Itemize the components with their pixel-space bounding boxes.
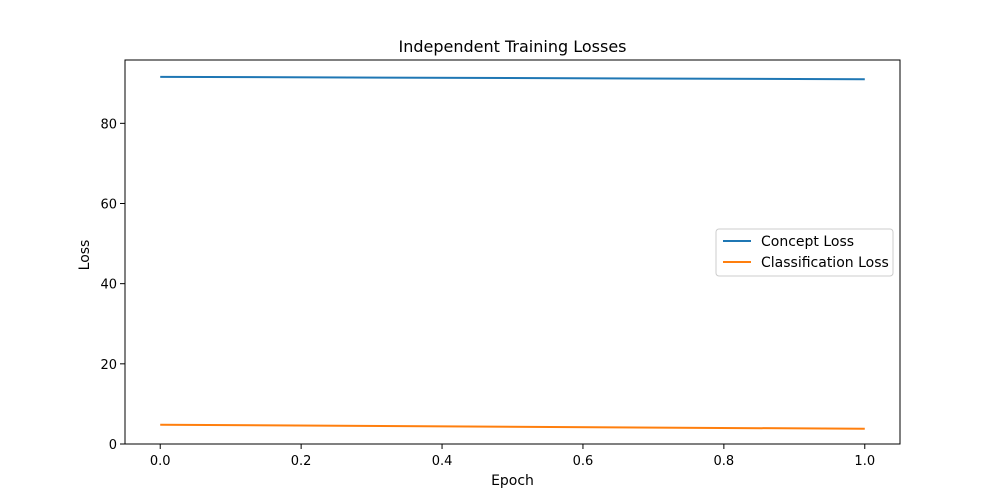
chart-title: Independent Training Losses [399, 37, 627, 56]
y-axis-label: Loss [77, 240, 93, 271]
legend: Concept Loss Classification Loss [715, 228, 894, 277]
x-tick-label: 1.0 [854, 454, 875, 469]
x-tick-label: 0.8 [714, 454, 735, 469]
legend-label-concept-loss: Concept Loss [761, 234, 854, 250]
legend-label-classification-loss: Classification Loss [761, 255, 889, 271]
x-tick-label: 0.0 [150, 454, 171, 469]
y-tick-label: 80 [100, 117, 117, 132]
y-tick-label: 20 [100, 358, 117, 373]
y-tick-label: 0 [109, 438, 117, 453]
x-tick-label: 0.6 [573, 454, 594, 469]
plot-area: 0.0 0.2 0.4 0.6 0.8 1.0 0 20 40 60 80 [100, 75, 875, 469]
axes-frame [124, 59, 901, 445]
x-axis-label: Epoch [491, 473, 534, 489]
legend-box [715, 228, 894, 277]
x-tick-label: 0.4 [432, 454, 453, 469]
y-tick-label: 60 [100, 197, 117, 212]
series-line-classification-loss [160, 423, 865, 430]
y-tick-label: 40 [100, 278, 117, 293]
series-line-concept-loss [160, 75, 865, 81]
x-tick-label: 0.2 [291, 454, 312, 469]
